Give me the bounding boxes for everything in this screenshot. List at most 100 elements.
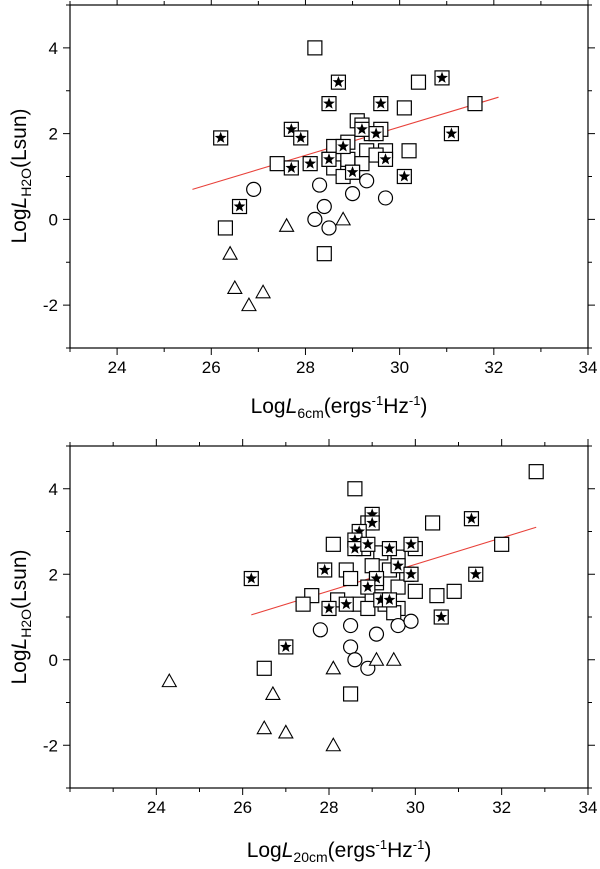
x-label-superscript-2: -1: [413, 837, 425, 852]
star-icon: [233, 200, 246, 212]
star-icon: [323, 97, 335, 109]
x-tick-label: 30: [390, 358, 409, 377]
square-point: [364, 558, 380, 574]
square-point: [342, 570, 359, 587]
star-icon: [245, 572, 258, 584]
square-point: [425, 515, 441, 531]
x-label-close: ): [420, 395, 427, 418]
y-label-subscript: H2O: [18, 609, 34, 638]
boxed-star-point: [463, 511, 480, 527]
x-axis-label: LogL20cm(ergs-1Hz-1): [247, 837, 432, 865]
x-tick-label: 32: [484, 358, 503, 377]
circle-point: [390, 617, 406, 634]
x-tick-label: 26: [202, 358, 221, 377]
star-icon: [383, 593, 396, 605]
star-icon: [318, 563, 331, 575]
circle-point: [342, 617, 359, 634]
boxed-star-point: [321, 96, 337, 112]
boxed-star-point: [390, 558, 406, 574]
y-label-prefix: Log: [8, 649, 31, 684]
y-axis-label: LogLH2O(Lsun): [8, 108, 34, 243]
x-tick-label: 34: [579, 358, 598, 377]
square-point: [342, 686, 359, 702]
boxed-star-point: [302, 156, 318, 172]
star-icon: [383, 542, 396, 554]
x-label-superscript-2: -1: [409, 393, 421, 408]
square-point: [401, 143, 417, 159]
x-tick-label: 30: [406, 798, 425, 817]
star-icon: [285, 161, 298, 173]
triangle-point: [277, 724, 294, 739]
star-icon: [405, 538, 417, 550]
square-point: [494, 536, 510, 552]
square-point: [467, 96, 483, 112]
boxed-star-point: [403, 566, 419, 582]
circle-point: [359, 173, 375, 189]
square-point: [410, 74, 427, 90]
star-icon: [366, 508, 379, 520]
square-point: [407, 583, 423, 599]
star-icon: [361, 580, 374, 593]
star-icon: [435, 610, 448, 623]
boxed-star-point: [381, 592, 398, 608]
y-tick-label: -2: [43, 296, 58, 315]
y-label-unit: (Lsun): [8, 108, 31, 168]
star-icon: [332, 75, 345, 88]
circle-point: [347, 652, 363, 668]
boxed-star-point: [330, 74, 347, 90]
square-point: [269, 156, 285, 172]
star-icon: [366, 516, 379, 528]
star-icon: [349, 533, 361, 546]
y-tick-label: 2: [49, 125, 58, 144]
x-label-prefix: Log: [247, 839, 282, 862]
star-icon: [356, 123, 368, 135]
x-label-prefix: Log: [251, 395, 286, 418]
square-point: [396, 100, 412, 116]
x-label-unit: (ergs: [324, 395, 372, 418]
boxed-star-point: [368, 126, 384, 142]
circle-point: [344, 186, 361, 202]
circle-point: [368, 626, 385, 642]
star-icon: [436, 71, 448, 83]
x-label-subscript: 6cm: [297, 405, 323, 421]
plot-frame: [69, 445, 589, 789]
x-tick-label: 24: [108, 358, 127, 377]
square-point: [325, 536, 341, 552]
star-icon: [374, 97, 387, 109]
boxed-star-point: [360, 579, 376, 595]
star-icon: [323, 153, 335, 165]
circle-point: [403, 613, 419, 629]
star-icon: [353, 525, 366, 537]
x-axis-label: LogL6cm(ergs-1Hz-1): [251, 393, 428, 421]
y-label-variable: L: [8, 197, 31, 209]
star-icon: [392, 559, 404, 571]
star-icon: [214, 131, 227, 143]
y-tick-label: -2: [43, 736, 58, 755]
triangle-point: [222, 245, 239, 260]
x-label-superscript: -1: [372, 393, 384, 408]
triangle-point: [335, 211, 352, 226]
square-point: [256, 660, 272, 676]
x-label-variable: L: [282, 839, 294, 862]
boxed-star-point: [278, 639, 294, 655]
star-icon: [379, 153, 392, 165]
y-label-unit: (Lsun): [8, 549, 31, 609]
x-label-superscript: -1: [376, 837, 388, 852]
x-tick-label: 28: [296, 358, 315, 377]
boxed-star-point: [364, 515, 380, 531]
circle-point: [246, 181, 262, 197]
boxed-star-point: [344, 164, 361, 180]
square-point: [340, 151, 356, 167]
top-scatter-panel: 24 26 28 30 32 34-2024LogL6cm(ergs-1Hz-1)LogL…: [8, 0, 597, 421]
x-tick-label: 32: [492, 798, 511, 817]
square-point: [390, 579, 406, 595]
y-label-variable: L: [8, 638, 31, 650]
square-point: [386, 605, 402, 621]
square-point: [295, 596, 311, 612]
x-label-variable: L: [286, 395, 298, 418]
star-icon: [465, 512, 478, 524]
star-icon: [346, 166, 359, 178]
boxed-star-point: [377, 151, 394, 167]
square-point: [316, 246, 332, 262]
